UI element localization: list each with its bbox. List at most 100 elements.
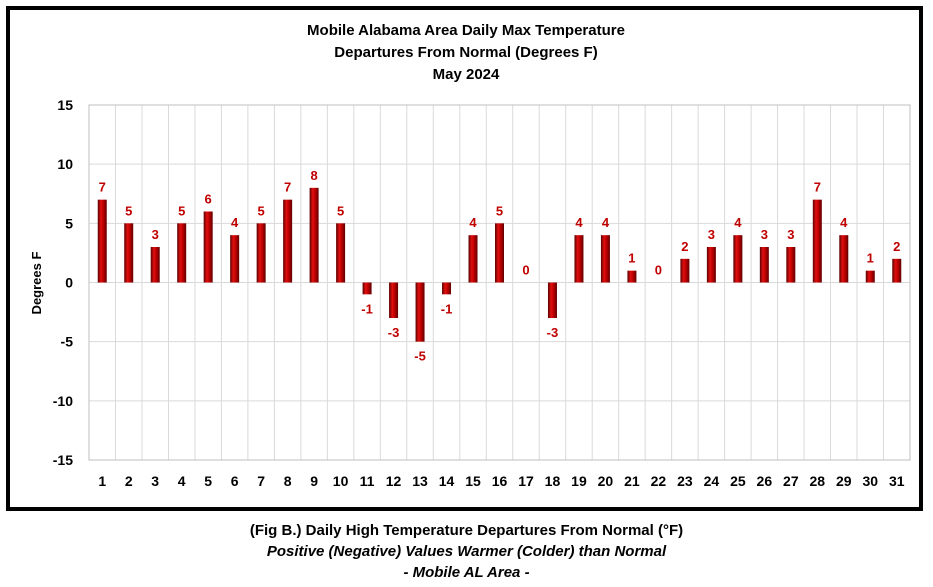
- bar: [389, 282, 399, 318]
- bar: [706, 247, 716, 283]
- plot-area: [88, 104, 911, 461]
- bar: [177, 223, 187, 283]
- chart-title-line-1: Mobile Alabama Area Daily Max Temperatur…: [307, 22, 625, 39]
- x-tick-label: 28: [810, 473, 826, 489]
- x-tick-label: 23: [677, 473, 693, 489]
- data-label: 5: [125, 203, 132, 218]
- bar: [786, 247, 796, 283]
- x-tick-label: 2: [125, 473, 133, 489]
- bar: [362, 282, 372, 295]
- x-tick-label: 27: [783, 473, 799, 489]
- x-tick-label: 14: [439, 473, 455, 489]
- x-tick-labels: 1 2 3 4 5 6 7 8 9 10 11 12 13 14 15 16 17 18 19 20 21 22 23 24 2…: [98, 473, 904, 489]
- x-tick-label: 31: [889, 473, 905, 489]
- x-tick-label: 18: [545, 473, 561, 489]
- data-label: 5: [337, 203, 344, 218]
- data-label: -1: [361, 301, 373, 316]
- caption-line-3: - Mobile AL Area -: [403, 564, 530, 581]
- data-label: 3: [152, 227, 159, 242]
- bar: [230, 235, 240, 283]
- y-tick-label: -5: [61, 334, 74, 350]
- bar: [256, 223, 266, 283]
- bar: [124, 223, 134, 283]
- data-label: 5: [178, 203, 185, 218]
- x-tick-label: 25: [730, 473, 746, 489]
- bar: [415, 282, 425, 342]
- x-tick-label: 22: [651, 473, 667, 489]
- data-label: 7: [99, 180, 106, 195]
- x-tick-label: 12: [386, 473, 402, 489]
- x-tick-label: 7: [257, 473, 265, 489]
- data-label: 7: [284, 180, 291, 195]
- data-label: 4: [840, 215, 848, 230]
- data-labels: 7 5 3 5 6 4 5 7 8 5 -1 -3 -5 -1 4 5 0 -3 4 4 1 0 2 3 4 3 3 7 4 1 2: [99, 168, 901, 364]
- data-label: 4: [602, 215, 610, 230]
- x-tick-label: 6: [231, 473, 239, 489]
- x-tick-label: 21: [624, 473, 640, 489]
- bar: [495, 223, 504, 283]
- data-label: 5: [258, 203, 265, 218]
- bar: [600, 235, 610, 283]
- data-label: -3: [547, 325, 559, 340]
- bar: [892, 258, 902, 283]
- data-label: 4: [231, 215, 239, 230]
- x-tick-label: 3: [151, 473, 159, 489]
- caption-line-1: (Fig B.) Daily High Temperature Departur…: [249, 522, 684, 539]
- y-tick-labels: 15 10 5 0 -5 -10 -15: [53, 97, 73, 468]
- y-tick-label: -15: [53, 452, 73, 468]
- data-label: -1: [441, 301, 453, 316]
- data-label: 5: [496, 203, 503, 218]
- y-tick-label: 5: [65, 215, 73, 231]
- bar: [336, 223, 346, 283]
- bar: [812, 199, 822, 283]
- bar: [865, 270, 875, 283]
- x-tick-label: 4: [178, 473, 186, 489]
- caption-line-2: Positive (Negative) Values Warmer (Colde…: [266, 543, 667, 560]
- data-label: 7: [814, 180, 821, 195]
- data-label: 2: [681, 239, 688, 254]
- bar: [283, 199, 293, 283]
- data-label: 1: [628, 251, 635, 266]
- data-label: 4: [469, 215, 477, 230]
- x-tick-label: 16: [492, 473, 508, 489]
- data-label: 4: [575, 215, 583, 230]
- y-tick-label: 0: [65, 275, 73, 291]
- data-label: 6: [205, 192, 212, 207]
- x-tick-label: 1: [98, 473, 106, 489]
- data-label: 8: [310, 168, 317, 183]
- x-tick-label: 20: [598, 473, 614, 489]
- chart-title-line-3: May 2024: [433, 66, 500, 83]
- bar: [547, 282, 557, 318]
- x-tick-label: 8: [284, 473, 292, 489]
- data-label: -3: [388, 325, 400, 340]
- x-tick-label: 10: [333, 473, 349, 489]
- temperature-departure-chart: Mobile Alabama Area Daily Max Temperatur…: [29, 22, 911, 489]
- x-tick-label: 17: [518, 473, 534, 489]
- data-label: 1: [867, 251, 874, 266]
- data-label: 0: [655, 263, 662, 278]
- bar: [759, 247, 769, 283]
- figure-caption: (Fig B.) Daily High Temperature Departur…: [0, 520, 933, 583]
- bar: [627, 270, 637, 283]
- data-label: -5: [414, 349, 426, 364]
- x-tick-label: 9: [310, 473, 318, 489]
- bars: [97, 187, 902, 342]
- bar: [150, 247, 160, 283]
- data-label: 2: [893, 239, 900, 254]
- bar: [309, 187, 319, 283]
- data-label: 3: [708, 227, 715, 242]
- chart-title-line-2: Departures From Normal (Degrees F): [334, 44, 597, 61]
- y-tick-label: -10: [53, 393, 73, 409]
- x-tick-label: 19: [571, 473, 587, 489]
- x-tick-label: 13: [412, 473, 428, 489]
- data-label: 0: [522, 263, 529, 278]
- bar: [574, 235, 584, 283]
- x-tick-label: 5: [204, 473, 212, 489]
- bar: [97, 199, 107, 283]
- x-tick-label: 30: [862, 473, 878, 489]
- x-tick-label: 29: [836, 473, 852, 489]
- data-label: 4: [734, 215, 742, 230]
- bar: [203, 211, 213, 283]
- bar: [680, 258, 690, 283]
- bar: [468, 235, 478, 283]
